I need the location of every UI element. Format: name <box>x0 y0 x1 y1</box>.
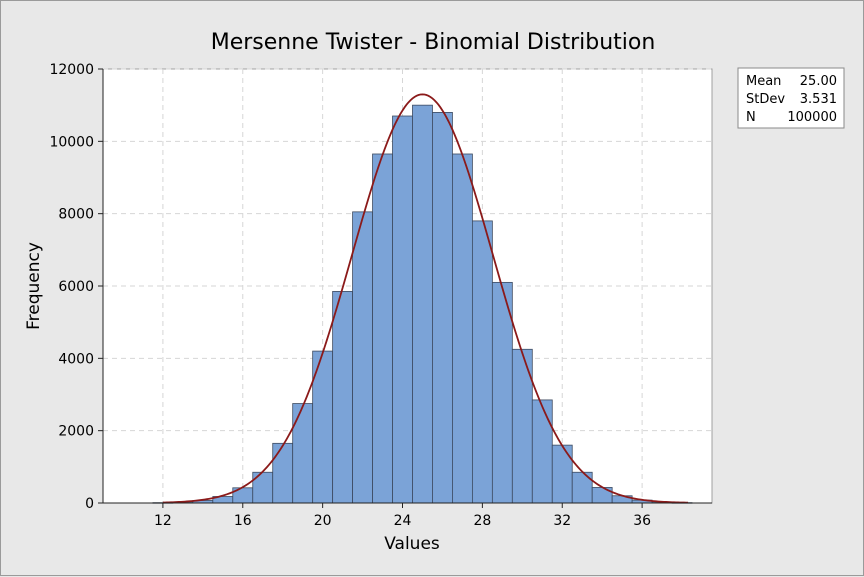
histogram-bar <box>292 403 314 504</box>
chart-title: Mersenne Twister - Binomial Distribution <box>211 30 656 55</box>
legend-n-value: 100000 <box>787 110 837 125</box>
grid-lines <box>103 68 712 503</box>
histogram-bar <box>551 444 573 504</box>
histogram-bar <box>352 211 373 504</box>
histogram-bar <box>471 220 493 504</box>
histogram-bar <box>412 104 433 504</box>
y-tick-label: 8000 <box>58 207 94 223</box>
histogram-bar <box>392 115 413 504</box>
y-axis-label: Frequency <box>24 242 44 330</box>
stats-legend: Mean 25.00 StDev 3.531 N 100000 <box>737 67 845 129</box>
x-tick-label: 24 <box>394 513 412 529</box>
axes: 12 16 20 24 28 32 36 0 2000 4000 6000 8000 10000 1200… <box>49 62 712 529</box>
legend-stdev-label: StDev <box>746 92 785 107</box>
histogram-bar <box>571 471 593 504</box>
x-tick-label: 20 <box>314 513 332 529</box>
x-tick-label: 36 <box>633 513 651 529</box>
fit-curve-layer <box>162 93 689 504</box>
y-tick-label: 0 <box>85 496 94 512</box>
histogram-bar <box>432 112 453 504</box>
histogram-bar <box>491 281 513 504</box>
y-tick-label: 10000 <box>49 134 94 150</box>
histogram-bar <box>272 442 294 504</box>
y-tick-label: 6000 <box>58 279 94 295</box>
histogram-bar <box>531 399 553 504</box>
x-tick-label: 32 <box>553 513 571 529</box>
histogram-bar <box>372 153 393 504</box>
x-axis-label: Values <box>384 534 440 554</box>
y-tick-label: 12000 <box>49 62 94 78</box>
x-tick-label: 28 <box>473 513 491 529</box>
y-tick-label: 2000 <box>58 424 94 440</box>
legend-mean-label: Mean <box>746 74 781 89</box>
legend-mean-value: 25.00 <box>800 74 837 89</box>
normal-fit-curve <box>162 93 689 504</box>
y-tick-label: 4000 <box>58 351 94 367</box>
histogram-bars <box>152 104 693 504</box>
legend-box <box>737 67 845 129</box>
histogram-bar <box>452 153 473 504</box>
x-tick-label: 12 <box>154 513 172 529</box>
histogram-bar <box>252 471 274 504</box>
legend-stdev-value: 3.531 <box>800 92 837 107</box>
x-tick-label: 16 <box>234 513 252 529</box>
histogram-bar <box>332 291 353 504</box>
legend-n-label: N <box>746 110 756 125</box>
